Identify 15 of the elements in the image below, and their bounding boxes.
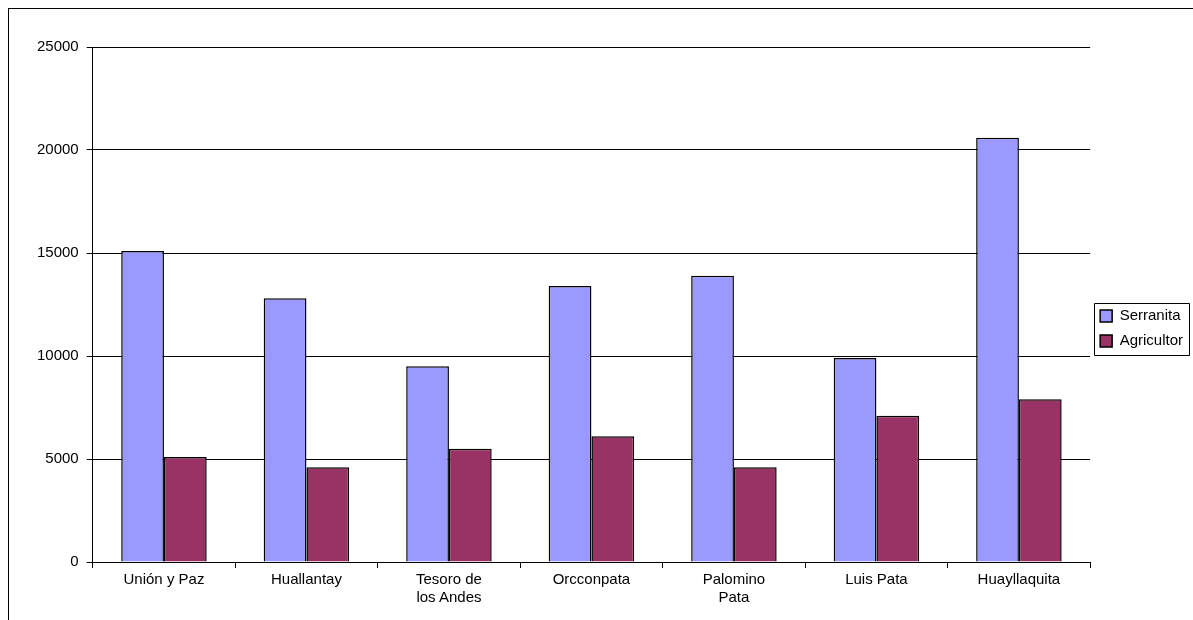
y-tick-label: 25000 xyxy=(36,37,79,55)
y-tick-label: 0 xyxy=(70,552,79,570)
legend-label: Serranita xyxy=(1119,306,1182,324)
x-tick-label: Luis Pata xyxy=(845,570,909,588)
x-tick-label: Unión y Paz xyxy=(123,570,205,588)
x-tick-label: Orcconpata xyxy=(552,570,631,588)
y-tick-label: 10000 xyxy=(36,346,79,364)
y-tick-label: 5000 xyxy=(45,449,79,467)
legend-label: Agricultor xyxy=(1119,331,1183,349)
x-tick-label: Palomino Pata xyxy=(702,570,766,606)
y-tick-label: 20000 xyxy=(36,140,79,158)
x-tick-label: Huayllaquita xyxy=(977,570,1061,588)
y-tick-label: 15000 xyxy=(36,243,79,261)
x-tick-label: Tesoro de los Andes xyxy=(416,570,482,606)
x-tick-label: Huallantay xyxy=(271,570,343,588)
